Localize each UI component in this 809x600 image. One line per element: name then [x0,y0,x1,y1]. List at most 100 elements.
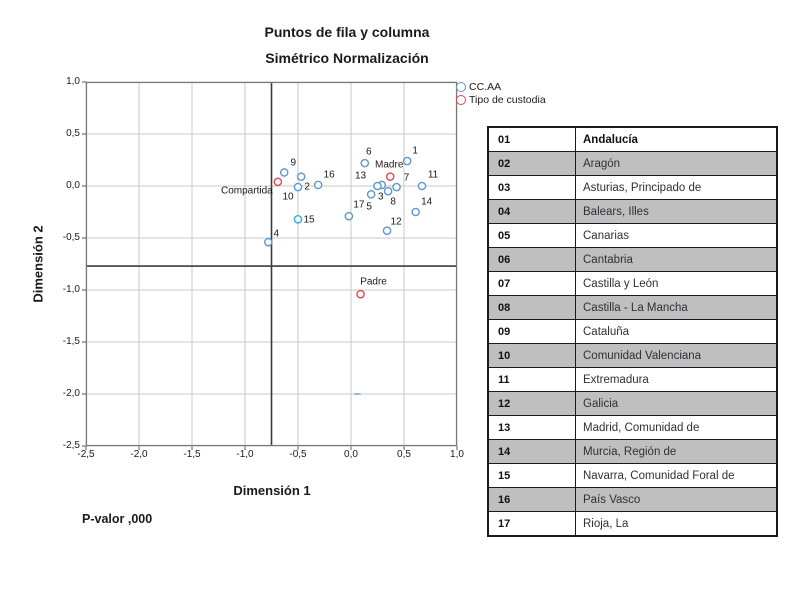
region-name: Extremadura [575,367,778,392]
table-row-10: 10 Comunidad Valenciana [487,343,778,368]
table-row-02: 02 Aragón [487,151,778,176]
data-point-9 [279,168,289,177]
region-number: 02 [487,151,576,176]
point-label-15: 15 [303,214,315,226]
legend-label: CC.AA [469,80,502,93]
regions-table: 01 Andalucía 02 Aragón 03 Asturias, Principad… [487,126,778,537]
data-point-2 [296,172,306,181]
data-point-10 [293,182,303,192]
chart-title: Puntos de fila y columna [264,24,430,40]
table-row-13: 13 Madrid, Comunidad de [487,415,778,440]
region-number: 08 [487,295,576,320]
y-tick-label: -2,0 [62,388,80,399]
y-tick-label: -0,5 [62,232,80,243]
table-row-08: 08 Castilla - La Mancha [487,295,778,320]
point-label-3: 3 [377,191,384,203]
y-tick-label: 1,0 [66,76,80,87]
data-point-6 [360,158,370,168]
table-row-05: 05 Canarias [487,223,778,248]
p-value-label: P-valor ,000 [82,512,153,526]
x-tick-label: 0,5 [397,449,411,460]
region-number: 10 [487,343,576,368]
data-point-8 [383,186,393,196]
x-tick-label: -2,5 [77,449,95,460]
data-point-Madre [385,172,395,181]
data-point-17 [344,211,354,221]
table-row-17: 17 Rioja, La [487,511,778,537]
region-name: Murcia, Región de [575,439,778,464]
table-row-04: 04 Balears, Illes [487,199,778,224]
region-name: Castilla - La Mancha [575,295,778,320]
point-label-9: 9 [290,157,296,169]
region-number: 17 [487,511,576,537]
table-row-14: 14 Murcia, Región de [487,439,778,464]
legend-marker-icon [456,81,466,92]
data-point-14 [411,207,420,217]
y-tick-label: -1,0 [62,284,80,295]
region-number: 15 [487,463,576,488]
data-point-12 [382,226,392,236]
x-tick-label: 1,0 [450,449,464,460]
region-name: Canarias [575,223,778,248]
x-tick-label: -0,5 [289,449,307,460]
data-point-4 [264,237,273,247]
point-label-5: 5 [366,201,372,213]
region-number: 09 [487,319,576,344]
region-name: Andalucía [575,126,778,152]
table-row-15: 15 Navarra, Comunidad Foral de [487,463,778,488]
region-number: 14 [487,439,576,464]
point-label-Madre: Madre [375,159,404,171]
region-name: Navarra, Comunidad Foral de [575,463,778,488]
region-name: Cantabria [575,247,778,272]
y-tick-label: -1,5 [62,336,80,347]
point-label-1: 1 [412,145,418,157]
x-tick-label: -2,0 [130,449,148,460]
point-label-16: 16 [323,169,335,181]
region-name: Castilla y León [575,271,778,296]
legend-label: Tipo de custodia [469,93,546,106]
data-point-15 [293,214,303,224]
region-name: Madrid, Comunidad de [575,415,778,440]
legend-item: CC.AA [456,80,546,93]
region-name: Asturias, Principado de [575,175,778,200]
point-label-6: 6 [365,146,372,158]
x-axis-title: Dimensión 1 [233,483,311,498]
point-label-7: 7 [403,172,410,184]
point-label-11: 11 [427,169,439,181]
region-name: Rioja, La [575,511,778,537]
table-row-01: 01 Andalucía [487,126,778,152]
region-name: Aragón [575,151,778,176]
point-label-Compartida: Compartida [221,185,273,197]
region-number: 01 [487,126,576,152]
point-label-13: 13 [354,170,367,182]
y-tick-label: 0,0 [66,180,80,191]
region-number: 03 [487,175,576,200]
x-tick-label: -1,5 [183,449,201,460]
data-point-Compartida [273,177,283,187]
point-label-12: 12 [390,216,402,228]
point-label-8: 8 [390,196,396,208]
region-number: 13 [487,415,576,440]
region-number: 16 [487,487,576,512]
table-row-09: 09 Cataluña [487,319,778,344]
table-row-03: 03 Asturias, Principado de [487,175,778,200]
region-number: 07 [487,271,576,296]
table-row-12: 12 Galicia [487,391,778,416]
data-point-1 [402,156,412,166]
point-label-10: 10 [282,191,294,203]
chart-subtitle: Simétrico Normalización [265,50,429,66]
y-axis-title: Dimensión 2 [30,225,46,303]
x-tick-label: 0,0 [344,449,358,460]
region-name: País Vasco [575,487,778,512]
point-label-17: 17 [353,199,365,211]
region-name: Galicia [575,391,778,416]
data-point-16 [313,180,323,190]
region-number: 11 [487,367,576,392]
legend: CC.AA Tipo de custodia [456,80,546,106]
data-point-5 [366,190,376,199]
region-name: Comunidad Valenciana [575,343,778,368]
data-point-7 [392,182,401,192]
point-label-2: 2 [304,181,310,193]
table-row-07: 07 Castilla y León [487,271,778,296]
table-row-11: 11 Extremadura [487,367,778,392]
